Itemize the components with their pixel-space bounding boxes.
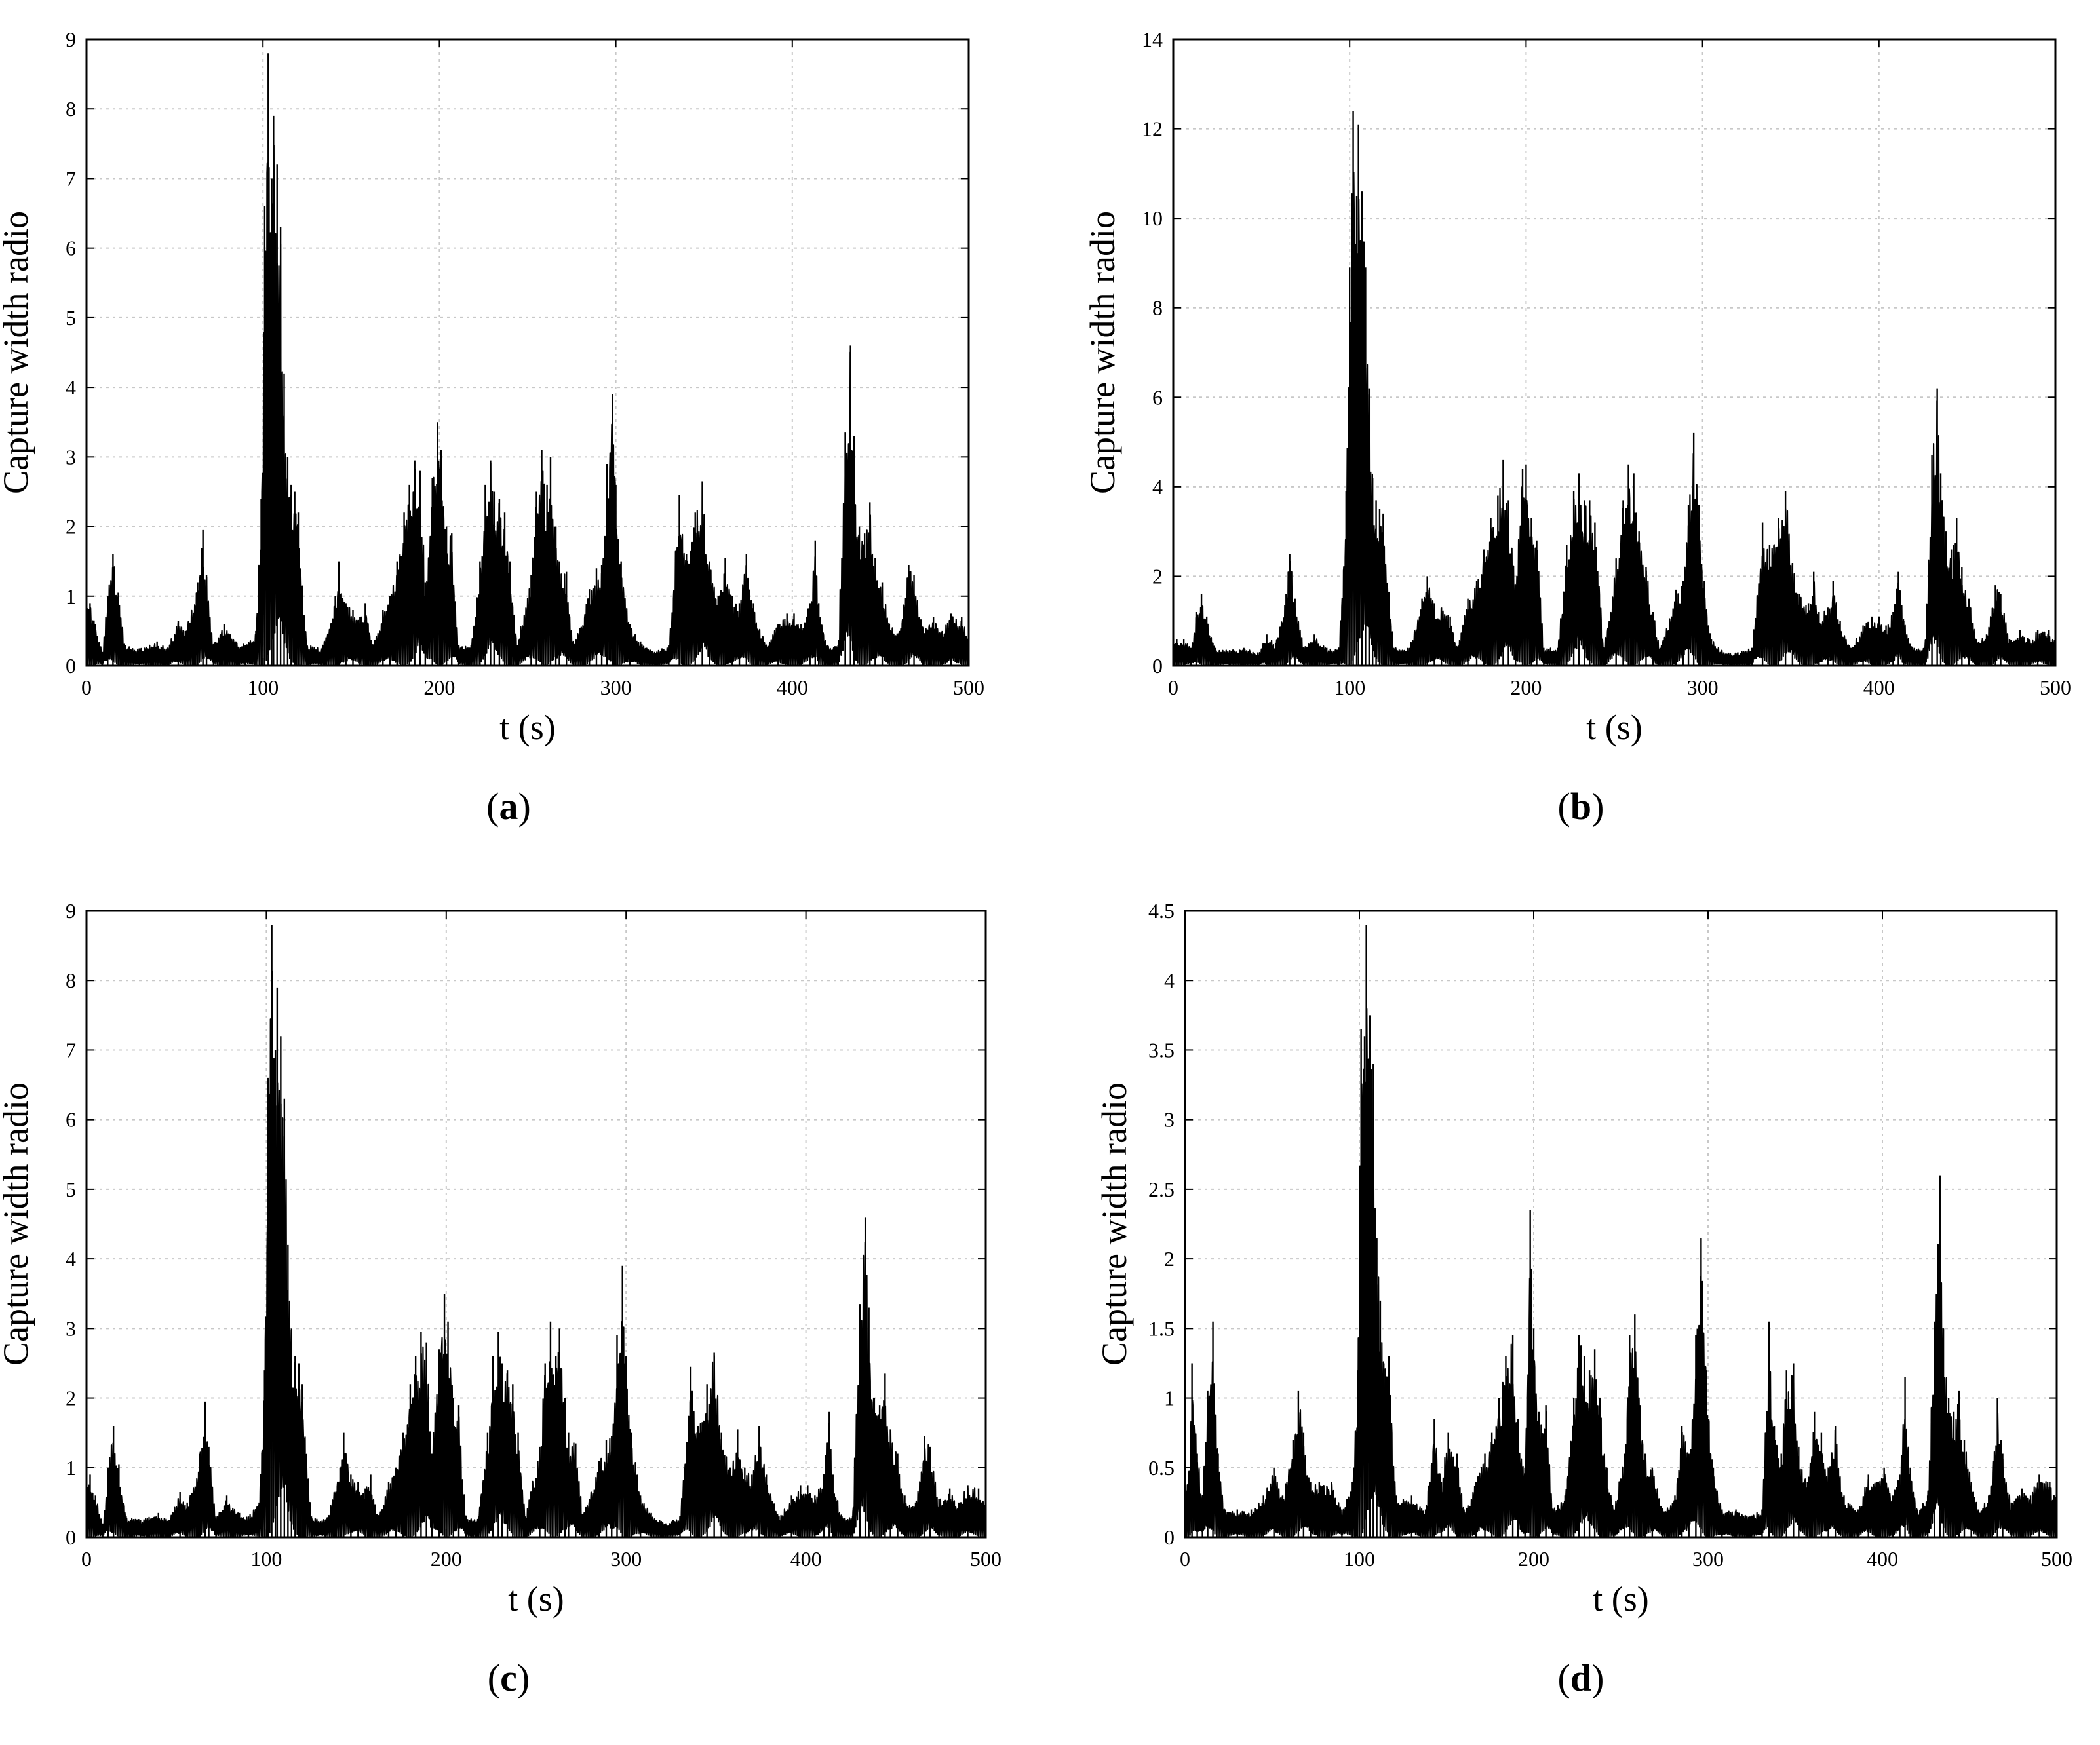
y-tick-label: 4.5 (1148, 899, 1175, 923)
x-tick-label: 0 (81, 1547, 92, 1571)
x-tick-label: 200 (431, 1547, 462, 1571)
chart-panel-d: 0 100 200 300 400 500 0 0.5 1 1.5 2 2.5 3 3.5 4 4.5 t (s… (1095, 899, 2072, 1699)
y-axis-label: Capture width radio (1083, 211, 1122, 494)
y-axis-label: Capture width radio (0, 1083, 35, 1366)
series-line-c (85, 970, 987, 1539)
x-tick-label: 400 (790, 1547, 822, 1571)
x-tick-label: 300 (1692, 1547, 1724, 1571)
y-axis-label: Capture width radio (0, 211, 35, 494)
y-tick-label: 6 (66, 237, 76, 260)
x-axis-label: t (s) (1586, 708, 1642, 747)
y-tick-label: 10 (1142, 206, 1163, 230)
y-tick-label: 6 (1152, 385, 1163, 409)
x-tick-label: 400 (777, 676, 808, 699)
chart-panel-c: 0 100 200 300 400 500 0 1 2 3 4 5 6 7 8 9 t (s) Capture w… (0, 899, 1001, 1699)
x-axis-label: t (s) (1593, 1579, 1648, 1619)
y-tick-label: 0.5 (1148, 1456, 1175, 1480)
y-tick-label: 8 (66, 968, 76, 992)
y-tick-label: 2 (1164, 1247, 1175, 1271)
x-tick-label: 300 (1687, 676, 1719, 699)
chart-panel-a: 0 100 200 300 400 500 0 1 2 3 4 5 6 7 8 9 t (s) Capture w… (0, 28, 984, 828)
y-tick-label: 1 (1164, 1387, 1175, 1410)
x-tick-label: 500 (2041, 1547, 2072, 1571)
x-tick-label: 300 (610, 1547, 642, 1571)
y-tick-label: 0 (1164, 1525, 1175, 1549)
x-tick-label: 500 (953, 676, 984, 699)
y-tick-label: 9 (66, 899, 76, 923)
x-tick-label: 200 (1510, 676, 1542, 699)
y-tick-label: 7 (66, 1038, 76, 1062)
y-tick-label: 6 (66, 1108, 76, 1132)
series-line-b (1172, 172, 2057, 667)
x-tick-label: 100 (1334, 676, 1365, 699)
plot-frame (1184, 910, 2058, 1539)
x-axis-label: t (s) (499, 708, 555, 747)
x-tick-label: 100 (250, 1547, 282, 1571)
x-tick-label: 500 (970, 1547, 1001, 1571)
y-tick-label: 9 (66, 28, 76, 51)
panel-label: (b) (1558, 785, 1604, 828)
plot-frame (85, 910, 987, 1539)
x-tick-label: 300 (600, 676, 632, 699)
panel-label: (d) (1558, 1657, 1604, 1699)
plot-frame (85, 38, 970, 667)
y-tick-label: 8 (66, 97, 76, 121)
y-tick-label: 14 (1142, 28, 1163, 51)
x-tick-label: 100 (1344, 1547, 1375, 1571)
x-tick-label: 100 (247, 676, 279, 699)
x-axis-label: t (s) (508, 1579, 564, 1619)
y-tick-label: 0 (1152, 654, 1163, 678)
y-tick-label: 1 (66, 585, 76, 608)
y-tick-label: 3.5 (1148, 1038, 1175, 1062)
x-tick-label: 0 (81, 676, 92, 699)
y-tick-label: 12 (1142, 117, 1163, 141)
y-tick-label: 0 (66, 1525, 76, 1549)
y-tick-label: 4 (66, 1247, 76, 1271)
panel-label: (a) (486, 785, 531, 828)
panel-label: (c) (488, 1657, 530, 1699)
x-tick-label: 0 (1168, 676, 1178, 699)
y-tick-label: 5 (66, 1178, 76, 1201)
series-line-a (85, 145, 970, 667)
y-tick-label: 0 (66, 654, 76, 678)
x-tick-label: 0 (1180, 1547, 1190, 1571)
plot-frame (1172, 38, 2057, 667)
y-tick-label: 4 (1152, 475, 1163, 499)
y-tick-label: 2 (1152, 564, 1163, 588)
x-tick-label: 400 (1863, 676, 1895, 699)
x-tick-label: 400 (1867, 1547, 1898, 1571)
y-tick-label: 3 (66, 445, 76, 469)
series-line-d (1184, 1008, 2058, 1539)
y-tick-label: 1.5 (1148, 1316, 1175, 1340)
y-tick-label: 1 (66, 1456, 76, 1480)
y-tick-label: 4 (1164, 968, 1175, 992)
x-tick-label: 200 (1518, 1547, 1549, 1571)
x-tick-label: 500 (2040, 676, 2071, 699)
y-tick-label: 2 (66, 515, 76, 539)
y-tick-label: 2 (66, 1387, 76, 1410)
y-tick-label: 2.5 (1148, 1178, 1175, 1201)
y-tick-label: 8 (1152, 296, 1163, 320)
y-tick-label: 3 (1164, 1108, 1175, 1132)
y-tick-label: 7 (66, 166, 76, 190)
y-tick-label: 4 (66, 375, 76, 399)
y-tick-label: 5 (66, 306, 76, 330)
y-tick-label: 3 (66, 1316, 76, 1340)
y-axis-label: Capture width radio (1095, 1083, 1134, 1366)
chart-panel-b: 0 100 200 300 400 500 0 2 4 6 8 10 12 14 t (s) Capture … (1083, 28, 2071, 828)
x-tick-label: 200 (423, 676, 455, 699)
